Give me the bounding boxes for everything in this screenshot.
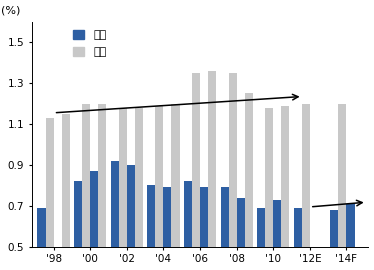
Bar: [192, 73, 200, 270]
Bar: [90, 171, 98, 270]
Legend: 한국, 일본: 한국, 일본: [71, 27, 108, 59]
Text: (%): (%): [1, 5, 21, 15]
Bar: [135, 108, 143, 270]
Bar: [184, 181, 192, 270]
Bar: [155, 106, 163, 270]
Bar: [172, 104, 180, 270]
Bar: [281, 106, 289, 270]
Bar: [200, 187, 208, 270]
Bar: [119, 108, 127, 270]
Bar: [163, 187, 172, 270]
Bar: [147, 185, 155, 270]
Bar: [111, 161, 119, 270]
Bar: [265, 108, 273, 270]
Bar: [127, 165, 135, 270]
Bar: [338, 104, 346, 270]
Bar: [74, 181, 82, 270]
Bar: [294, 208, 302, 270]
Bar: [237, 198, 245, 270]
Bar: [257, 208, 265, 270]
Bar: [229, 73, 237, 270]
Bar: [82, 104, 90, 270]
Bar: [208, 71, 216, 270]
Bar: [62, 114, 70, 270]
Bar: [98, 104, 106, 270]
Bar: [302, 104, 310, 270]
Bar: [330, 210, 338, 270]
Bar: [245, 93, 253, 270]
Bar: [221, 187, 229, 270]
Bar: [46, 118, 53, 270]
Bar: [273, 200, 281, 270]
Bar: [346, 204, 355, 270]
Bar: [37, 208, 46, 270]
